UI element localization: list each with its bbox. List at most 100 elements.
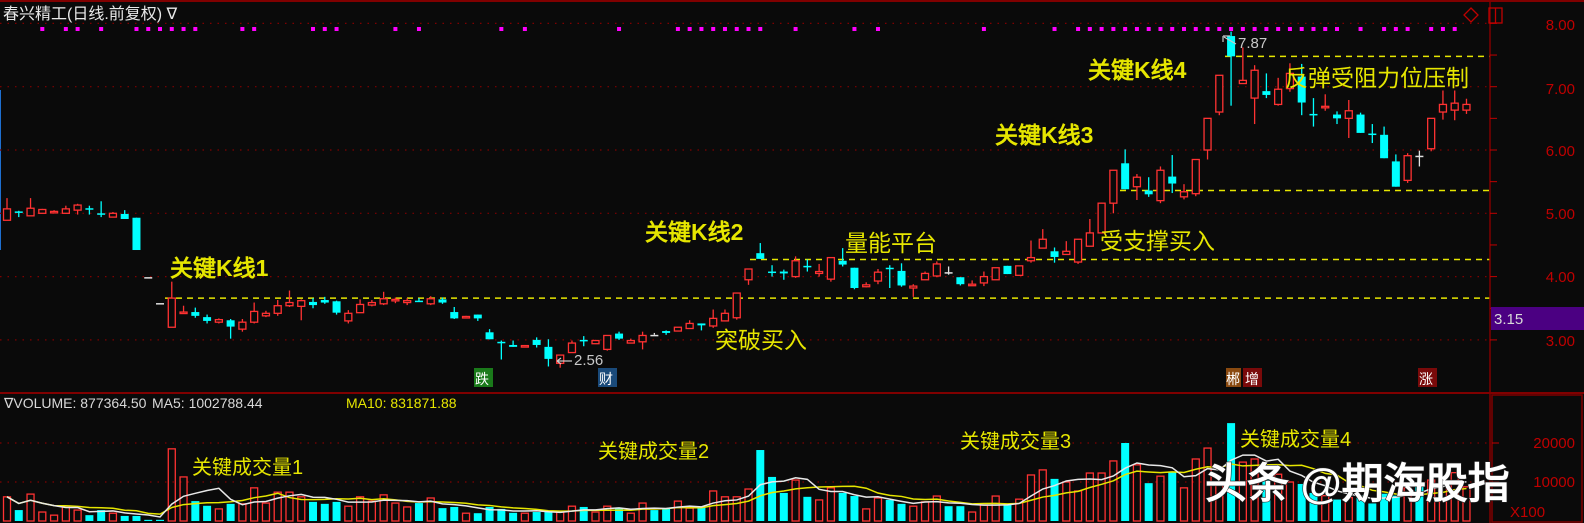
candle[interactable] <box>1179 184 1189 200</box>
candle[interactable] <box>1003 265 1012 275</box>
candle[interactable] <box>414 298 423 303</box>
candle[interactable] <box>379 291 388 306</box>
candle[interactable] <box>108 212 118 218</box>
candle[interactable] <box>1356 112 1365 133</box>
candle[interactable] <box>285 290 294 307</box>
candle[interactable] <box>768 265 777 277</box>
candle[interactable] <box>650 332 659 337</box>
candle[interactable] <box>920 271 930 281</box>
candle[interactable] <box>355 299 365 314</box>
candle[interactable] <box>944 266 953 275</box>
candle[interactable] <box>485 329 494 340</box>
candle[interactable] <box>979 271 989 287</box>
candle[interactable] <box>1227 31 1236 106</box>
candle[interactable] <box>909 284 918 297</box>
candle[interactable] <box>2 198 12 221</box>
candle[interactable] <box>403 298 412 306</box>
candle[interactable] <box>732 292 741 320</box>
candle[interactable] <box>1073 238 1083 264</box>
candle[interactable] <box>1168 155 1177 194</box>
candle[interactable] <box>1450 90 1459 121</box>
window-toggle-icon[interactable] <box>1488 7 1503 24</box>
candle[interactable] <box>638 331 647 350</box>
candle[interactable] <box>73 203 82 215</box>
candle[interactable] <box>367 300 377 307</box>
candle[interactable] <box>344 310 353 324</box>
candle[interactable] <box>1238 47 1247 85</box>
candle[interactable] <box>273 300 282 316</box>
candle[interactable] <box>214 318 224 324</box>
candle[interactable] <box>26 198 35 217</box>
candle[interactable] <box>191 307 200 318</box>
candle[interactable] <box>1097 202 1106 234</box>
candle[interactable] <box>673 326 683 332</box>
candle[interactable] <box>697 323 706 331</box>
candle[interactable] <box>1262 73 1271 99</box>
candle[interactable] <box>332 300 341 315</box>
candle[interactable] <box>497 340 506 360</box>
candle[interactable] <box>1085 218 1094 247</box>
candle[interactable] <box>1368 124 1377 144</box>
candle[interactable] <box>615 331 624 340</box>
candle[interactable] <box>967 280 977 287</box>
candle[interactable] <box>203 314 212 324</box>
candle[interactable] <box>744 268 753 285</box>
diamond-icon[interactable] <box>1463 7 1479 23</box>
candle[interactable] <box>1285 63 1295 92</box>
candle[interactable] <box>803 259 812 272</box>
candle[interactable] <box>97 201 106 218</box>
tag-die[interactable]: 跌 <box>475 371 489 387</box>
candle[interactable] <box>1344 99 1353 138</box>
candle[interactable] <box>297 299 306 321</box>
candle[interactable] <box>709 309 718 328</box>
candle[interactable] <box>1191 158 1200 197</box>
candle[interactable] <box>532 337 541 348</box>
candle[interactable] <box>85 205 94 215</box>
candle[interactable] <box>1038 229 1047 249</box>
candle[interactable] <box>626 338 635 344</box>
candle[interactable] <box>520 344 530 348</box>
candle[interactable] <box>991 267 1000 281</box>
candle[interactable] <box>838 248 847 267</box>
candle[interactable] <box>756 243 765 259</box>
candle[interactable] <box>1380 126 1389 159</box>
candle[interactable] <box>1391 154 1400 187</box>
candle[interactable] <box>1321 94 1330 111</box>
candle[interactable] <box>685 320 694 330</box>
candle[interactable] <box>1333 111 1342 125</box>
candle[interactable] <box>956 277 965 286</box>
candle[interactable] <box>1132 174 1142 201</box>
candle[interactable] <box>826 256 836 282</box>
tag-zeng[interactable]: 增 <box>1245 371 1259 387</box>
candle[interactable] <box>438 297 447 304</box>
chart-title[interactable]: 春兴精工(日线.前复权) ∇ <box>3 5 178 23</box>
candle[interactable] <box>850 267 859 290</box>
candle[interactable] <box>1297 63 1306 116</box>
candle[interactable] <box>132 217 141 251</box>
candle[interactable] <box>1438 90 1448 120</box>
tag-zhang[interactable]: 涨 <box>1419 371 1433 387</box>
candle[interactable] <box>814 263 824 277</box>
candle[interactable] <box>1309 98 1318 127</box>
candle[interactable] <box>1109 169 1118 214</box>
candle[interactable] <box>461 315 471 319</box>
candle[interactable] <box>61 205 70 214</box>
candle[interactable] <box>473 314 482 321</box>
candle[interactable] <box>1026 240 1036 263</box>
candle[interactable] <box>579 336 588 347</box>
candle[interactable] <box>1156 166 1165 204</box>
candle[interactable] <box>873 269 883 285</box>
tag-chen[interactable]: 郴 <box>1226 371 1240 387</box>
candle[interactable] <box>591 339 600 345</box>
candle[interactable] <box>14 210 23 218</box>
candle[interactable] <box>38 208 47 214</box>
candle[interactable] <box>779 269 788 280</box>
candle[interactable] <box>226 319 235 339</box>
candle[interactable] <box>426 296 435 306</box>
candle[interactable] <box>1403 153 1412 183</box>
candle[interactable] <box>1415 150 1424 167</box>
candle[interactable] <box>179 305 188 315</box>
candle[interactable] <box>544 339 553 367</box>
candle[interactable] <box>1015 265 1024 276</box>
candle[interactable] <box>238 319 247 332</box>
